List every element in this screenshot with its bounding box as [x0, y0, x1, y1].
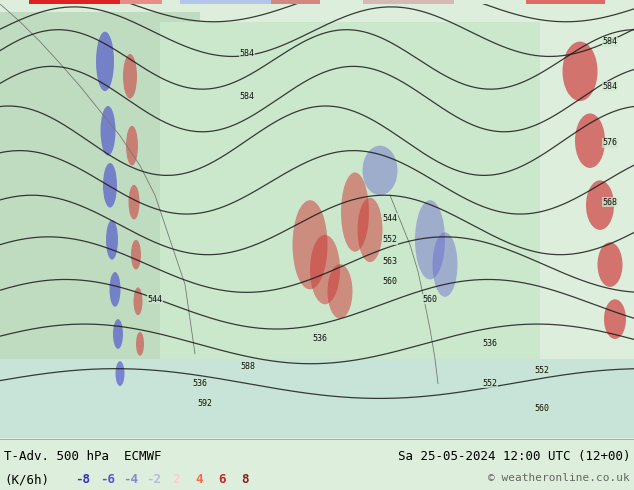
Text: © weatheronline.co.uk: © weatheronline.co.uk [488, 473, 630, 483]
Text: 560: 560 [422, 295, 437, 304]
Text: 584: 584 [602, 37, 618, 46]
Ellipse shape [292, 200, 328, 290]
Text: 563: 563 [382, 257, 398, 266]
Text: 2: 2 [172, 473, 179, 486]
Ellipse shape [131, 240, 141, 270]
Ellipse shape [134, 288, 143, 315]
Text: 6: 6 [218, 473, 226, 486]
Bar [181, 0, 271, 4]
Ellipse shape [96, 32, 114, 91]
Text: 584: 584 [602, 82, 618, 91]
Ellipse shape [110, 272, 120, 307]
Bar [271, 0, 320, 4]
Text: 552: 552 [382, 235, 398, 245]
Ellipse shape [341, 172, 369, 252]
Text: (K/6h): (K/6h) [4, 473, 49, 486]
Bar [363, 0, 453, 4]
Text: 552: 552 [534, 366, 550, 375]
Bar [0, 12, 200, 379]
Ellipse shape [358, 197, 382, 262]
Bar [0, 359, 634, 438]
Ellipse shape [575, 114, 605, 168]
Text: 584: 584 [240, 92, 254, 100]
Text: 536: 536 [193, 379, 207, 388]
Ellipse shape [415, 200, 445, 279]
Text: 552: 552 [482, 379, 498, 388]
Ellipse shape [136, 332, 144, 356]
Ellipse shape [328, 264, 353, 318]
Text: 568: 568 [602, 197, 618, 207]
Text: 576: 576 [602, 138, 618, 147]
Ellipse shape [106, 220, 118, 260]
Ellipse shape [432, 232, 458, 297]
Text: 544: 544 [382, 214, 398, 222]
Ellipse shape [597, 242, 623, 287]
Ellipse shape [126, 126, 138, 166]
Ellipse shape [586, 180, 614, 230]
Bar [29, 0, 120, 4]
Ellipse shape [310, 235, 340, 304]
Text: -4: -4 [123, 473, 138, 486]
Text: 588: 588 [240, 362, 256, 371]
Ellipse shape [562, 42, 597, 101]
Ellipse shape [115, 361, 124, 386]
Ellipse shape [113, 319, 123, 349]
Text: -6: -6 [100, 473, 115, 486]
Ellipse shape [363, 146, 398, 195]
Bar [526, 0, 605, 4]
Text: Sa 25-05-2024 12:00 UTC (12+00): Sa 25-05-2024 12:00 UTC (12+00) [398, 450, 630, 463]
Text: 8: 8 [241, 473, 249, 486]
Ellipse shape [123, 54, 137, 98]
Text: 560: 560 [534, 404, 550, 413]
Text: 560: 560 [382, 277, 398, 286]
Text: -2: -2 [146, 473, 161, 486]
Text: 544: 544 [148, 295, 162, 304]
Text: 4: 4 [195, 473, 202, 486]
Text: 536: 536 [482, 340, 498, 348]
Bar [120, 0, 162, 4]
Text: 536: 536 [313, 335, 328, 343]
Text: -8: -8 [75, 473, 90, 486]
Bar [160, 22, 540, 359]
Ellipse shape [129, 185, 139, 220]
Text: T-Adv. 500 hPa  ECMWF: T-Adv. 500 hPa ECMWF [4, 450, 162, 463]
Text: 584: 584 [240, 49, 254, 58]
Ellipse shape [103, 163, 117, 208]
Ellipse shape [101, 106, 115, 155]
Text: 592: 592 [198, 399, 212, 408]
Ellipse shape [604, 299, 626, 339]
